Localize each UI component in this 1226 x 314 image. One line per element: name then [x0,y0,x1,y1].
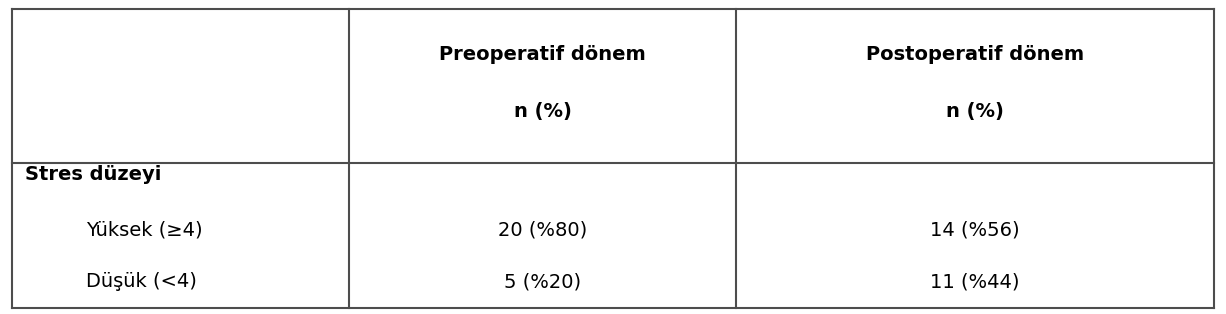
Text: Postoperatif dönem: Postoperatif dönem [866,46,1084,64]
Text: Yüksek (≥4): Yüksek (≥4) [86,220,202,240]
Text: n (%): n (%) [514,102,571,121]
Text: Düşük (<4): Düşük (<4) [86,272,196,291]
Text: Stres düzeyi: Stres düzeyi [25,165,161,184]
Text: Preoperatif dönem: Preoperatif dönem [439,46,646,64]
Text: 14 (%56): 14 (%56) [929,220,1020,240]
Text: n (%): n (%) [945,102,1004,121]
Text: 20 (%80): 20 (%80) [498,220,587,240]
Text: 5 (%20): 5 (%20) [504,272,581,291]
Text: 11 (%44): 11 (%44) [929,272,1020,291]
